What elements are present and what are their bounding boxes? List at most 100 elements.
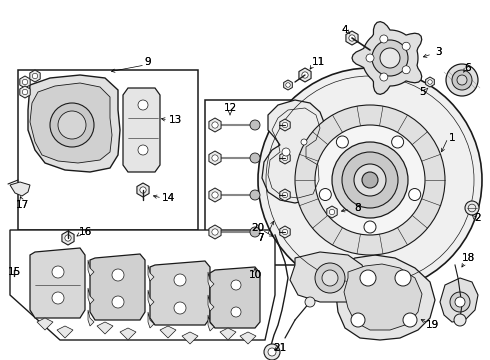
Circle shape	[138, 100, 148, 110]
Polygon shape	[209, 188, 221, 202]
Text: 15: 15	[7, 267, 21, 277]
Polygon shape	[88, 288, 94, 304]
Circle shape	[349, 35, 355, 41]
Polygon shape	[352, 22, 422, 94]
Circle shape	[65, 235, 71, 241]
Circle shape	[329, 209, 335, 215]
Text: 8: 8	[355, 203, 361, 213]
Circle shape	[455, 297, 465, 307]
Circle shape	[452, 70, 472, 90]
Text: 17: 17	[15, 200, 28, 210]
Polygon shape	[30, 83, 112, 163]
Polygon shape	[30, 70, 40, 82]
Text: 1: 1	[449, 133, 455, 143]
Circle shape	[250, 153, 260, 163]
Text: 4: 4	[342, 25, 348, 35]
Polygon shape	[10, 182, 30, 196]
Circle shape	[52, 292, 64, 304]
Text: 1: 1	[449, 133, 455, 143]
Polygon shape	[88, 310, 94, 326]
Text: 8: 8	[355, 203, 361, 213]
Text: 3: 3	[435, 47, 441, 57]
Circle shape	[231, 280, 241, 290]
Polygon shape	[344, 264, 422, 330]
Text: 5: 5	[418, 87, 425, 97]
Circle shape	[250, 120, 260, 130]
Polygon shape	[30, 248, 85, 318]
Circle shape	[362, 172, 378, 188]
Text: 15: 15	[7, 267, 21, 277]
Circle shape	[380, 73, 388, 81]
Circle shape	[315, 263, 345, 293]
Polygon shape	[290, 252, 368, 302]
Circle shape	[395, 270, 411, 286]
Polygon shape	[240, 332, 256, 344]
Polygon shape	[208, 295, 214, 311]
Circle shape	[295, 105, 445, 255]
Text: 14: 14	[161, 193, 174, 203]
Circle shape	[336, 136, 348, 148]
Circle shape	[332, 142, 408, 218]
Circle shape	[315, 125, 425, 235]
Polygon shape	[123, 88, 160, 172]
Circle shape	[112, 296, 124, 308]
Polygon shape	[208, 315, 214, 331]
Circle shape	[302, 72, 308, 78]
Circle shape	[403, 313, 417, 327]
Text: 9: 9	[145, 57, 151, 67]
Text: 7: 7	[257, 233, 263, 243]
Circle shape	[372, 40, 408, 76]
Circle shape	[402, 42, 410, 50]
Text: 21: 21	[273, 343, 287, 353]
Polygon shape	[209, 118, 221, 132]
Polygon shape	[280, 226, 290, 238]
Circle shape	[250, 227, 260, 237]
Polygon shape	[327, 206, 337, 218]
Polygon shape	[209, 225, 221, 239]
Circle shape	[258, 68, 482, 292]
Polygon shape	[280, 119, 290, 131]
Circle shape	[322, 270, 338, 286]
Polygon shape	[299, 68, 311, 82]
Circle shape	[354, 164, 386, 196]
Circle shape	[301, 139, 307, 145]
Circle shape	[212, 192, 218, 198]
Text: 12: 12	[223, 103, 237, 113]
Text: 2: 2	[475, 213, 481, 223]
Text: 19: 19	[425, 320, 439, 330]
Circle shape	[264, 344, 280, 360]
Circle shape	[58, 111, 86, 139]
Polygon shape	[148, 290, 154, 306]
Polygon shape	[205, 100, 305, 265]
Text: 19: 19	[425, 320, 439, 330]
Text: 18: 18	[462, 253, 475, 263]
Circle shape	[282, 155, 288, 161]
Circle shape	[212, 155, 218, 161]
Circle shape	[342, 152, 398, 208]
Circle shape	[268, 348, 276, 356]
Circle shape	[286, 83, 290, 87]
Polygon shape	[88, 260, 94, 276]
Text: 18: 18	[462, 253, 475, 263]
Polygon shape	[148, 312, 154, 328]
Circle shape	[360, 270, 376, 286]
Polygon shape	[37, 318, 53, 330]
Circle shape	[138, 145, 148, 155]
Circle shape	[231, 307, 241, 317]
Text: 13: 13	[169, 115, 182, 125]
Polygon shape	[440, 278, 478, 322]
Text: 5: 5	[418, 87, 425, 97]
Circle shape	[366, 54, 374, 62]
Text: 6: 6	[465, 63, 471, 73]
Circle shape	[282, 122, 288, 128]
Polygon shape	[209, 151, 221, 165]
Text: 9: 9	[145, 57, 151, 67]
Polygon shape	[148, 265, 154, 281]
Polygon shape	[20, 86, 30, 98]
Circle shape	[250, 190, 260, 200]
Text: 11: 11	[311, 57, 324, 67]
Circle shape	[112, 269, 124, 281]
Polygon shape	[346, 31, 358, 45]
Text: 11: 11	[311, 57, 324, 67]
Circle shape	[32, 73, 38, 79]
